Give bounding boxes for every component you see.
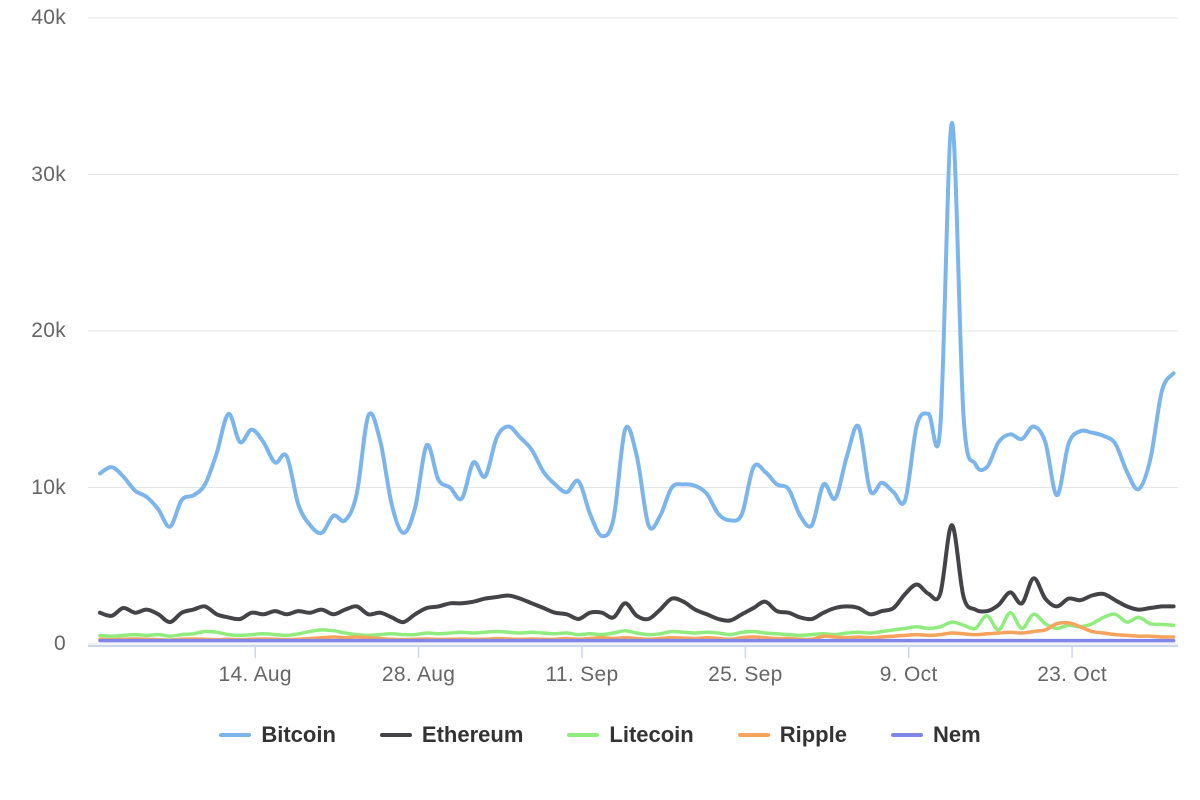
legend-label: Bitcoin <box>261 722 336 747</box>
y-axis-label: 0 <box>54 632 66 655</box>
x-axis-label: 23. Oct <box>1037 663 1107 686</box>
series-line-bitcoin[interactable] <box>98 120 1176 539</box>
legend: Bitcoin Ethereum Litecoin Ripple Nem <box>0 722 1200 748</box>
series-line-ethereum[interactable] <box>98 523 1176 625</box>
ripple-line-swatch-icon <box>737 733 770 737</box>
legend-label: Litecoin <box>609 722 694 747</box>
x-axis-label: 14. Aug <box>218 663 292 686</box>
series-line-litecoin[interactable] <box>98 610 1176 638</box>
legend-label: Ethereum <box>421 722 524 747</box>
litecoin-line-swatch-icon <box>567 733 600 737</box>
nem-line-swatch-icon <box>890 733 923 737</box>
y-axis-label: 20k <box>31 319 66 342</box>
y-axis-label: 30k <box>31 162 66 186</box>
legend-label: Nem <box>932 722 981 747</box>
ethereum-line-swatch-icon <box>379 733 412 737</box>
legend-item-ripple[interactable]: Ripple <box>737 722 847 748</box>
x-axis-label: 11. Sep <box>545 663 619 686</box>
x-axis-label: 25. Sep <box>708 663 783 686</box>
legend-item-bitcoin[interactable]: Bitcoin <box>219 722 336 748</box>
x-axis-label: 28. Aug <box>381 663 456 686</box>
bitcoin-line-swatch-icon <box>219 733 252 737</box>
legend-item-litecoin[interactable]: Litecoin <box>567 722 694 748</box>
y-axis-label: 40k <box>31 6 66 29</box>
y-axis-label: 10k <box>31 475 66 499</box>
legend-item-nem[interactable]: Nem <box>890 722 981 748</box>
legend-label: Ripple <box>779 722 847 747</box>
legend-item-ethereum[interactable]: Ethereum <box>379 722 524 748</box>
x-axis-label: 9. Oct <box>879 663 938 686</box>
